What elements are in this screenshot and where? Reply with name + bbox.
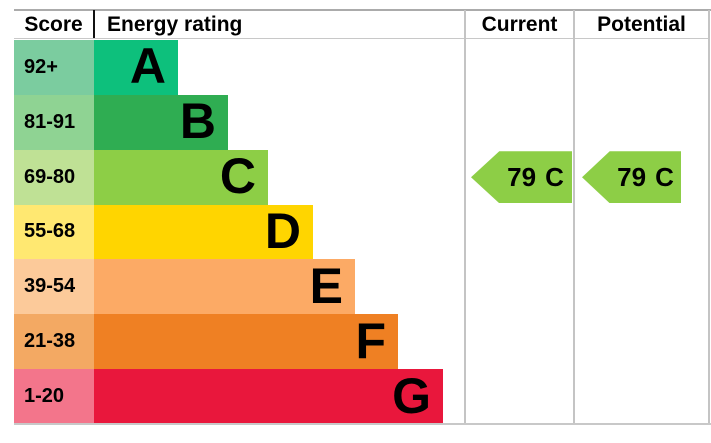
band-letter-a: A (129, 38, 166, 95)
current-rating-value: 79 (507, 162, 537, 193)
header-score: Score (24, 12, 83, 36)
band-row-e: 39-54 E (0, 257, 711, 315)
band-row-d: 55-68 D (0, 202, 711, 260)
table-right-border (708, 10, 710, 424)
current-column-divider (464, 10, 466, 424)
band-letter-d: D (264, 202, 301, 259)
band-letter-f: F (355, 312, 386, 369)
band-letter-b: B (179, 93, 216, 150)
table-top-border (14, 9, 711, 11)
score-range-f: 21-38 (14, 314, 94, 370)
band-row-a: 92+ A (0, 40, 711, 95)
score-range-c: 69-80 (14, 149, 94, 205)
band-letter-g: G (392, 367, 431, 424)
band-bar-c: C (94, 148, 268, 205)
band-bar-b: B (94, 93, 228, 150)
band-bar-f: F (94, 312, 398, 370)
score-range-g: 1-20 (14, 369, 94, 424)
band-bar-a: A (94, 40, 178, 95)
band-bar-g: G (94, 369, 443, 424)
band-letter-c: C (219, 148, 256, 205)
potential-rating-value: 79 (617, 162, 647, 193)
score-range-d: 55-68 (14, 204, 94, 260)
potential-column-divider (573, 10, 575, 424)
band-letter-e: E (309, 257, 343, 314)
current-rating-band: C (545, 162, 564, 193)
band-row-b: 81-91 B (0, 93, 711, 150)
band-rows: 92+ A 81-91 B 69-80 C 55-68 D 39-54 E 21-38 F 1-20 G (0, 40, 711, 424)
table-header: Score Energy rating Current Potential (0, 10, 711, 39)
score-range-a: 92+ (14, 40, 94, 95)
score-range-b: 81-91 (14, 94, 94, 150)
band-row-f: 21-38 F (0, 312, 711, 370)
header-score-divider (93, 10, 95, 39)
header-energy-rating: Energy rating (107, 12, 243, 36)
table-bottom-border (14, 423, 711, 425)
band-bar-d: D (94, 202, 313, 260)
potential-rating-band: C (655, 162, 674, 193)
header-potential: Potential (597, 12, 686, 36)
header-bottom-border (14, 38, 709, 39)
header-current: Current (481, 12, 558, 36)
band-row-c: 69-80 C (0, 148, 711, 205)
band-row-g: 1-20 G (0, 369, 711, 424)
score-range-e: 39-54 (14, 259, 94, 315)
band-bar-e: E (94, 257, 355, 315)
